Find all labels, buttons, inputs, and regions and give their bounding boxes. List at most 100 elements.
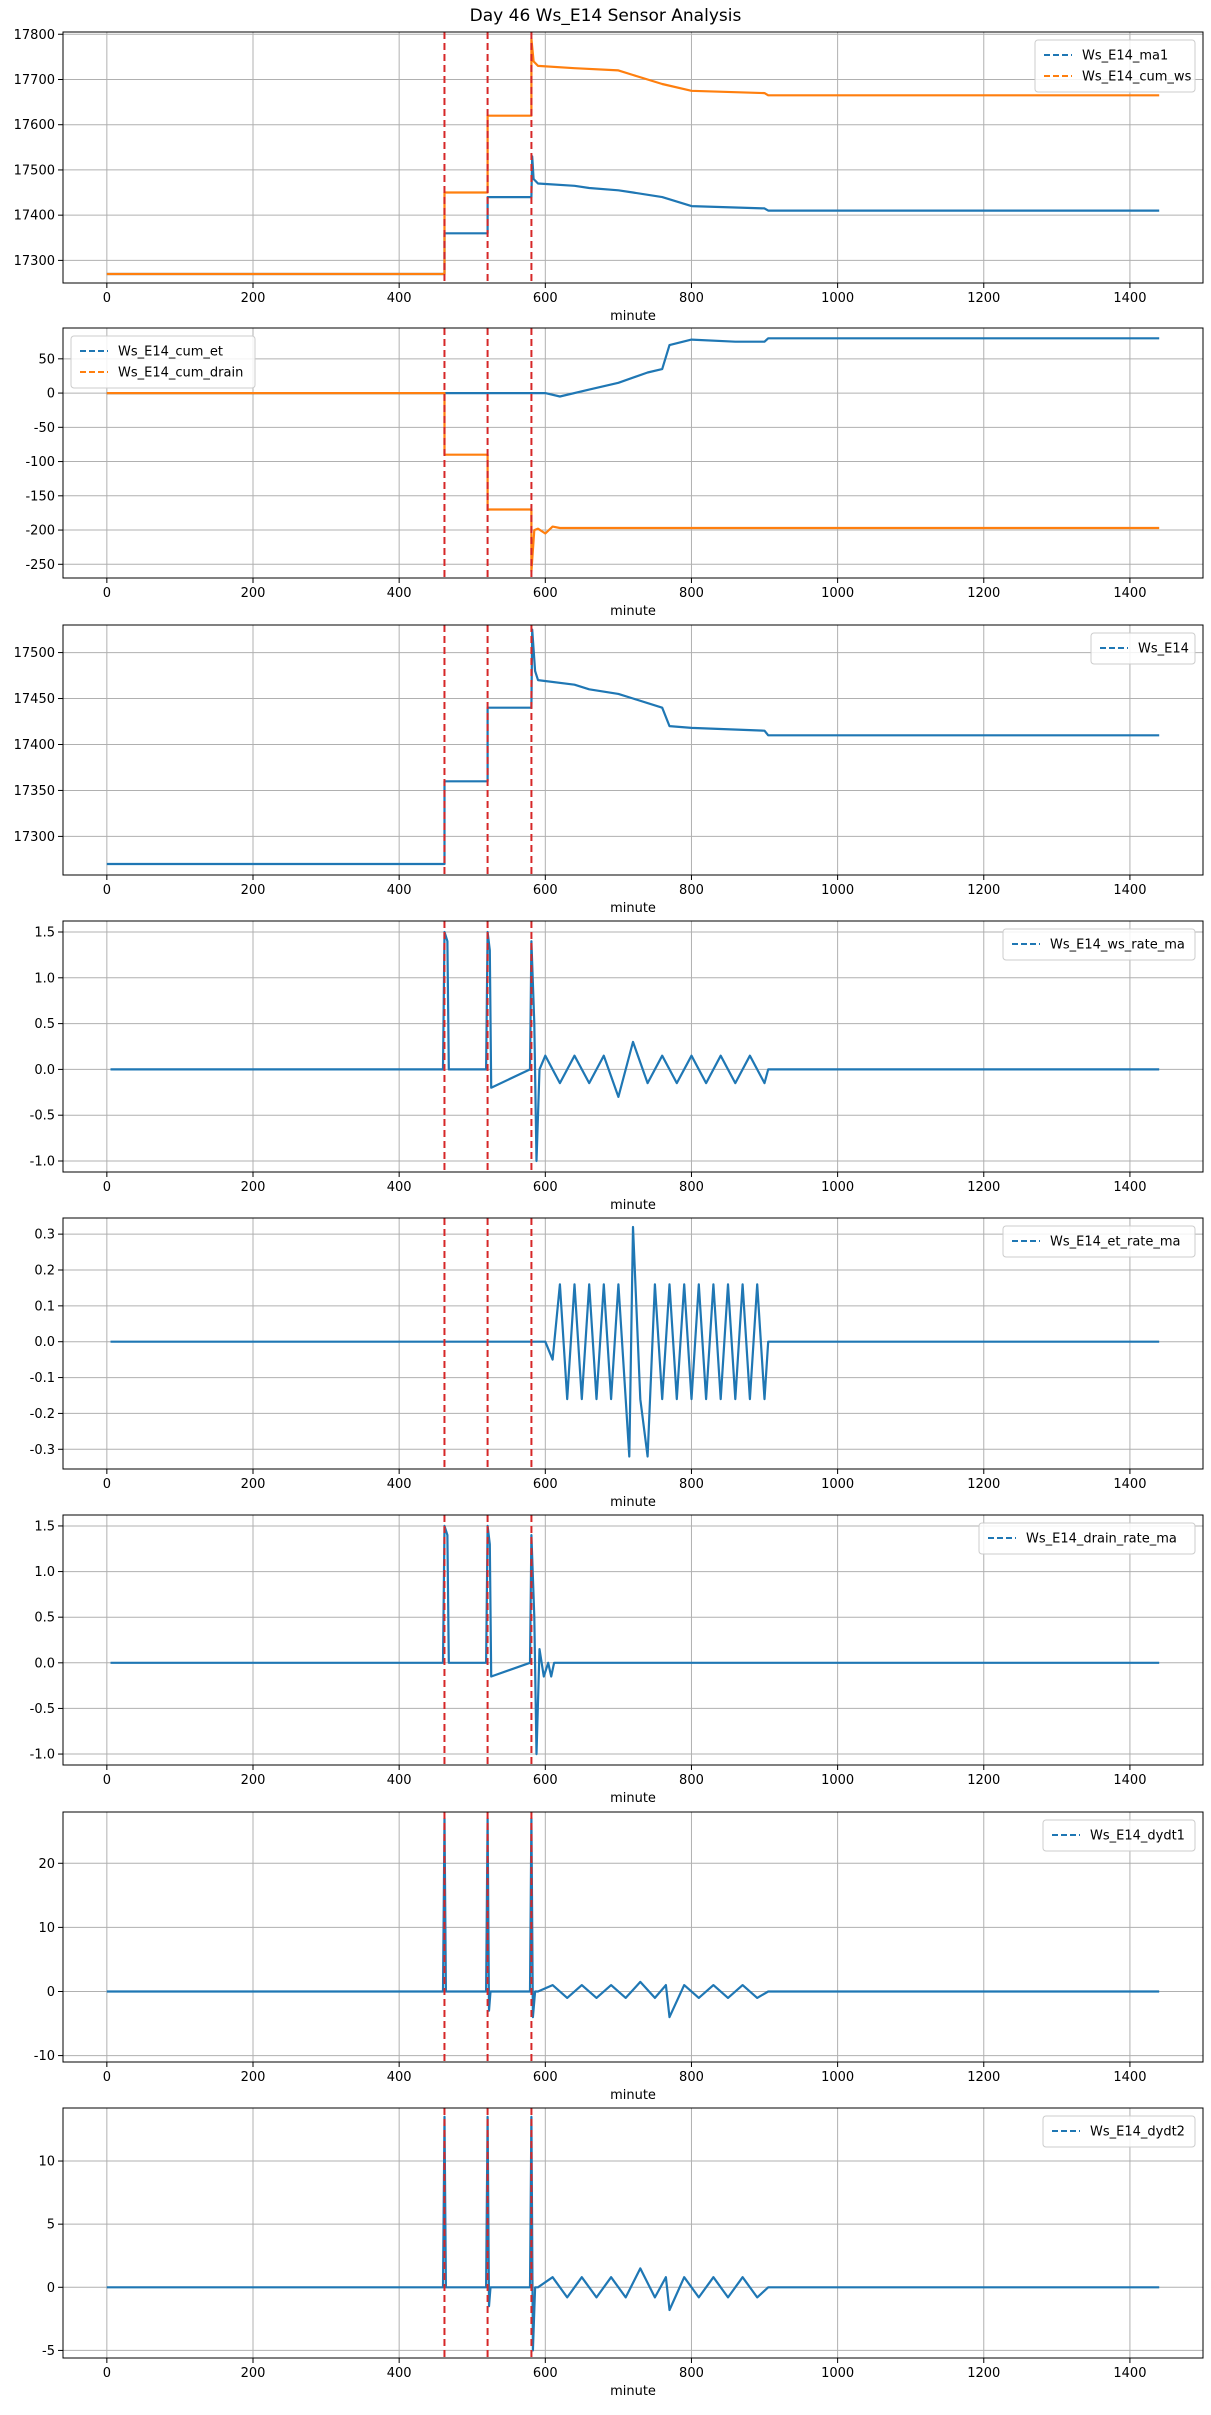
x-tick-label: 0 bbox=[103, 1773, 111, 1788]
y-tick-label: 0.0 bbox=[34, 1063, 55, 1078]
x-tick-label: 400 bbox=[387, 2366, 412, 2381]
x-tick-label: 0 bbox=[103, 291, 111, 306]
x-tick-label: 600 bbox=[533, 291, 558, 306]
y-tick-label: 0 bbox=[47, 387, 55, 402]
y-tick-label: 17450 bbox=[14, 692, 55, 707]
x-tick-label: 1000 bbox=[821, 2070, 854, 2085]
x-tick-label: 1400 bbox=[1113, 1180, 1146, 1195]
series-group bbox=[110, 1225, 1160, 1458]
y-tick-label: 17400 bbox=[14, 209, 55, 224]
x-tick-label: 1000 bbox=[821, 1773, 854, 1788]
y-tick-label: 0.0 bbox=[34, 1656, 55, 1671]
series-group bbox=[110, 1524, 1160, 1756]
series-line-2 bbox=[106, 37, 1160, 276]
series-group bbox=[106, 628, 1160, 866]
legend-box bbox=[1002, 1225, 1196, 1258]
legend-label: Ws_E14_ma1 bbox=[1082, 49, 1168, 64]
y-tick-label: 0.1 bbox=[34, 1299, 55, 1314]
legend-label: Ws_E14_ws_rate_ma bbox=[1050, 938, 1185, 953]
series-line-1 bbox=[106, 337, 1160, 398]
x-axis-label: minute bbox=[610, 901, 656, 916]
subplot-2: 0 200 400 600 800 1000 1200 1400 -250 -200 -150 -10… bbox=[25, 327, 1204, 619]
legend-box bbox=[1042, 2115, 1196, 2148]
y-tick-label: 20 bbox=[38, 1857, 55, 1872]
x-tick-label: 1400 bbox=[1113, 2070, 1146, 2085]
x-tick-label: 1400 bbox=[1113, 1773, 1146, 1788]
x-axis-label: minute bbox=[610, 604, 656, 619]
y-tick-label: 0.0 bbox=[34, 1335, 55, 1350]
x-tick-label: 0 bbox=[103, 586, 111, 601]
y-tick-label: 17500 bbox=[14, 646, 55, 661]
x-tick-label: 1000 bbox=[821, 883, 854, 898]
legend: Ws_E14_dydt1 bbox=[1042, 1819, 1196, 1852]
series-line-1 bbox=[106, 1817, 1160, 2019]
y-tick-label: 17300 bbox=[14, 830, 55, 845]
y-tick-label: 10 bbox=[38, 1921, 55, 1936]
series-group bbox=[106, 337, 1160, 573]
y-tick-label: -0.1 bbox=[30, 1371, 55, 1386]
x-tick-label: 1200 bbox=[967, 2070, 1000, 2085]
subplot-7: 0 200 400 600 800 1000 1200 1400 -10 0 10 20 minute W… bbox=[34, 1811, 1204, 2103]
legend-label: Ws_E14_cum_ws bbox=[1082, 70, 1192, 85]
x-tick-label: 200 bbox=[241, 1180, 266, 1195]
x-tick-label: 1400 bbox=[1113, 2366, 1146, 2381]
x-tick-label: 400 bbox=[387, 291, 412, 306]
y-tick-label: -1.0 bbox=[30, 1748, 55, 1763]
subplot-5: 0 200 400 600 800 1000 1200 1400 -0.3 -0.2 -0.1 0.0… bbox=[30, 1217, 1204, 1510]
x-tick-label: 800 bbox=[679, 883, 704, 898]
legend: Ws_E14_dydt2 bbox=[1042, 2115, 1196, 2148]
plot-frame bbox=[62, 1811, 1204, 2063]
x-tick-label: 200 bbox=[241, 586, 266, 601]
x-tick-label: 1200 bbox=[967, 1773, 1000, 1788]
y-tick-label: -0.5 bbox=[30, 1109, 55, 1124]
y-tick-label: -5 bbox=[42, 2344, 55, 2359]
x-tick-label: 600 bbox=[533, 2366, 558, 2381]
y-tick-label: 17400 bbox=[14, 738, 55, 753]
series-line-1 bbox=[106, 628, 1160, 866]
y-tick-label: 17700 bbox=[14, 73, 55, 88]
series-line-2 bbox=[106, 392, 1160, 573]
y-tick-label: 17600 bbox=[14, 118, 55, 133]
x-axis-label: minute bbox=[610, 2384, 656, 2399]
x-tick-label: 400 bbox=[387, 883, 412, 898]
legend-box bbox=[70, 335, 256, 389]
x-tick-label: 400 bbox=[387, 2070, 412, 2085]
x-tick-label: 1400 bbox=[1113, 586, 1146, 601]
y-tick-label: 17350 bbox=[14, 784, 55, 799]
subplot-8: 0 200 400 600 800 1000 1200 1400 -5 0 5 10 minute Ws_… bbox=[38, 2107, 1204, 2399]
x-tick-label: 800 bbox=[679, 1180, 704, 1195]
legend: Ws_E14_ma1 Ws_E14_cum_ws bbox=[1034, 39, 1196, 93]
x-tick-label: 800 bbox=[679, 1477, 704, 1492]
y-tick-label: -0.3 bbox=[30, 1443, 55, 1458]
x-tick-label: 800 bbox=[679, 2070, 704, 2085]
series-line-1 bbox=[110, 930, 1160, 1163]
y-tick-label: 17500 bbox=[14, 163, 55, 178]
x-tick-label: 800 bbox=[679, 586, 704, 601]
legend-box bbox=[1034, 39, 1196, 93]
x-tick-label: 1400 bbox=[1113, 1477, 1146, 1492]
y-tick-label: 5 bbox=[47, 2218, 55, 2233]
x-tick-label: 1200 bbox=[967, 1477, 1000, 1492]
x-tick-label: 200 bbox=[241, 291, 266, 306]
x-tick-label: 400 bbox=[387, 586, 412, 601]
subplot-6: 0 200 400 600 800 1000 1200 1400 -1.0 -0.5 0.0 0.5 1… bbox=[30, 1514, 1204, 1806]
legend-label: Ws_E14_et_rate_ma bbox=[1050, 1235, 1181, 1250]
y-tick-label: 1.5 bbox=[34, 1519, 55, 1534]
x-tick-label: 600 bbox=[533, 586, 558, 601]
x-tick-label: 1000 bbox=[821, 1180, 854, 1195]
x-tick-label: 0 bbox=[103, 2070, 111, 2085]
plot-frame bbox=[62, 31, 1204, 284]
legend: Ws_E14_ws_rate_ma bbox=[1002, 928, 1196, 961]
series-line-1 bbox=[106, 155, 1160, 276]
x-tick-label: 800 bbox=[679, 291, 704, 306]
x-axis-label: minute bbox=[610, 309, 656, 324]
legend-box bbox=[1002, 928, 1196, 961]
plot-frame bbox=[62, 1514, 1204, 1766]
legend-label: Ws_E14 bbox=[1138, 642, 1189, 657]
x-tick-label: 1200 bbox=[967, 2366, 1000, 2381]
plot-frame bbox=[62, 920, 1204, 1173]
series-group bbox=[110, 930, 1160, 1163]
subplot-4: 0 200 400 600 800 1000 1200 1400 -1.0 -0.5 0.0 0.5 1… bbox=[30, 920, 1204, 1213]
y-tick-label: -200 bbox=[25, 524, 55, 539]
